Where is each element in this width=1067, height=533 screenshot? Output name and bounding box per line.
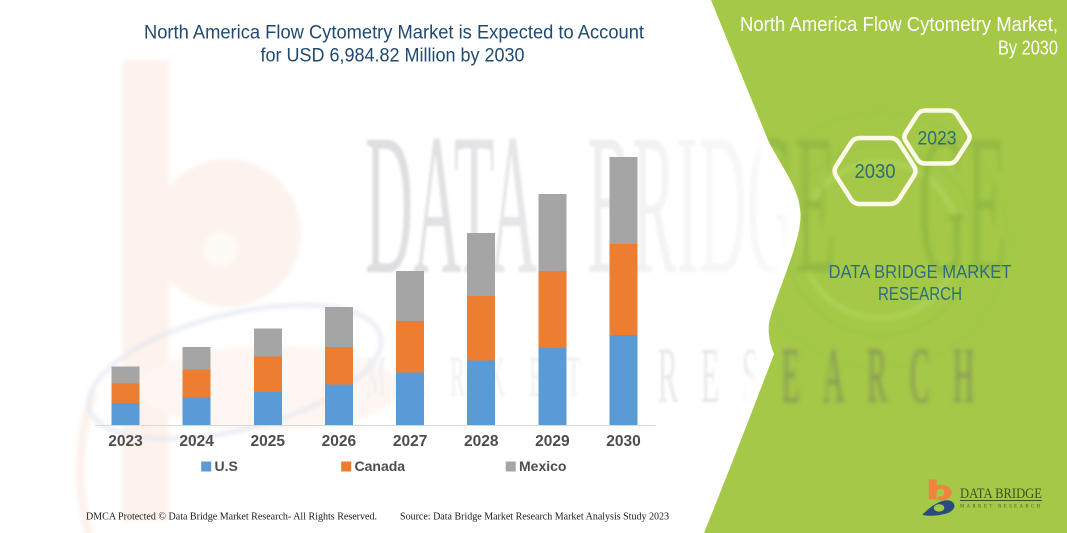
svg-text:DMCA Protected © Data Bridge M: DMCA Protected © Data Bridge Market Rese…	[86, 512, 377, 523]
svg-text:Source: Data Bridge Market Res: Source: Data Bridge Market Research Mark…	[400, 512, 669, 523]
svg-text:2023: 2023	[918, 129, 957, 150]
svg-text:DATA BRIDGE: DATA BRIDGE	[960, 486, 1042, 502]
svg-text:By 2030: By 2030	[998, 38, 1058, 60]
svg-text:MARKET RESEARCH: MARKET RESEARCH	[960, 505, 1041, 510]
svg-text:2030: 2030	[855, 161, 896, 183]
svg-text:North America Flow Cytometry M: North America Flow Cytometry Market,	[740, 14, 1058, 36]
svg-text:2025: 2025	[251, 433, 286, 450]
svg-text:2029: 2029	[535, 433, 570, 450]
svg-text:for USD 6,984.82 Million by 20: for USD 6,984.82 Million by 2030	[261, 45, 525, 66]
svg-text:2023: 2023	[108, 433, 143, 450]
svg-text:2030: 2030	[606, 433, 640, 450]
svg-text:2024: 2024	[179, 433, 214, 450]
svg-text:North America Flow Cytometry M: North America Flow Cytometry Market is E…	[144, 22, 645, 43]
svg-text:2028: 2028	[464, 433, 499, 450]
svg-text:Canada: Canada	[355, 458, 406, 474]
svg-text:Mexico: Mexico	[519, 458, 566, 474]
svg-text:2026: 2026	[322, 433, 357, 450]
svg-text:U.S: U.S	[215, 458, 238, 474]
svg-text:2027: 2027	[393, 433, 427, 450]
svg-text:GE: GE	[918, 92, 1007, 316]
svg-text:RESEARCH: RESEARCH	[878, 284, 962, 304]
svg-text:DATA BRIDGE MARKET: DATA BRIDGE MARKET	[829, 262, 1012, 282]
